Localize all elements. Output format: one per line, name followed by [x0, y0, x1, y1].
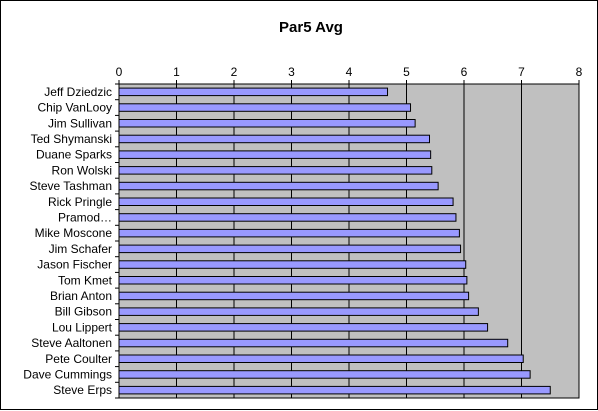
x-tick-label: 6 [461, 65, 468, 79]
bar [118, 197, 454, 206]
category-label: Pramod… [58, 210, 112, 224]
category-label: Lou Lippert [52, 320, 113, 334]
bar [118, 385, 551, 395]
category-label: Jason Fischer [37, 258, 112, 272]
category-label: Jeff Dziedzic [44, 85, 112, 99]
category-label: Steve Aaltonen [31, 336, 112, 350]
category-label: Rick Pringle [48, 195, 112, 209]
bar [118, 228, 460, 238]
bar [118, 370, 531, 379]
bar [118, 87, 389, 97]
category-label: Mike Moscone [35, 226, 113, 240]
bar [118, 166, 433, 175]
bar [118, 291, 470, 301]
category-label: Tom Kmet [58, 273, 113, 287]
category-label: Brian Anton [50, 289, 112, 303]
bar [118, 260, 467, 269]
bar [118, 134, 430, 144]
bar [118, 119, 416, 128]
bar [118, 244, 462, 254]
bar [118, 213, 457, 222]
bar [118, 354, 524, 363]
category-label: Duane Sparks [36, 148, 112, 162]
category-label: Ron Wolski [52, 163, 112, 177]
x-tick-label: 4 [346, 65, 353, 79]
bar [118, 103, 412, 112]
category-label: Bill Gibson [55, 305, 112, 319]
category-label: Jim Schafer [49, 242, 112, 256]
x-tick-label: 3 [288, 65, 295, 79]
chart-title: Par5 Avg [279, 19, 343, 36]
category-label: Pete Coulter [45, 352, 112, 366]
x-tick-label: 5 [403, 65, 410, 79]
category-label: Ted Shymanski [31, 132, 112, 146]
x-tick-label: 1 [173, 65, 180, 79]
category-label: Steve Erps [53, 383, 112, 397]
x-tick-label: 0 [116, 65, 123, 79]
category-label: Steve Tashman [30, 179, 113, 193]
bar [118, 276, 468, 285]
x-tick-label: 2 [231, 65, 238, 79]
bar [118, 323, 489, 332]
x-tick-label: 8 [576, 65, 583, 79]
category-label: Dave Cummings [23, 367, 112, 381]
x-tick-label: 7 [518, 65, 525, 79]
bar [118, 150, 432, 159]
category-label: Chip VanLooy [38, 101, 113, 115]
category-label: Jim Sullivan [48, 116, 112, 130]
bar [118, 181, 439, 191]
bar [118, 338, 509, 348]
bar [118, 307, 479, 316]
